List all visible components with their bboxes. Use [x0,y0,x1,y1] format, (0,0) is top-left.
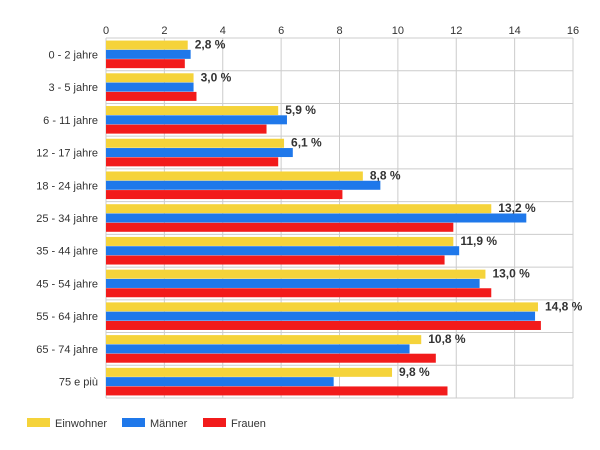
bar-einwohner [106,40,188,50]
bar-einwohner [106,335,422,345]
data-label: 6,1 % [291,136,322,150]
x-tick-label: 12 [450,25,462,37]
data-label: 10,8 % [428,332,466,346]
bar-frauen [106,288,492,298]
data-label: 5,9 % [285,103,316,117]
bar-einwohner [106,138,285,148]
category-label: 75 e più [59,377,98,389]
bar-einwohner [106,73,194,83]
bar-m-nner [106,311,536,321]
data-label: 13,0 % [492,267,530,281]
data-label: 2,8 % [195,38,226,52]
data-label: 14,8 % [545,299,583,313]
x-tick-label: 4 [220,25,226,37]
legend: Einwohner Männer Frauen [27,418,266,430]
bar-m-nner [106,115,287,125]
x-tick-label: 8 [336,25,342,37]
bar-frauen [106,59,185,69]
bar-einwohner [106,367,393,377]
bar-frauen [106,91,197,101]
x-tick-label: 10 [392,25,404,37]
category-label: 55 - 64 jahre [36,311,98,323]
bar-m-nner [106,278,480,288]
legend-swatch [122,418,145,427]
bar-einwohner [106,204,492,214]
bar-einwohner [106,302,538,312]
bar-m-nner [106,377,334,387]
bar-frauen [106,190,343,200]
bar-einwohner [106,106,279,116]
bar-m-nner [106,82,194,92]
bar-frauen [106,124,267,134]
x-tick-label: 6 [278,25,284,37]
category-label: 65 - 74 jahre [36,344,98,356]
data-label: 3,0 % [201,70,232,84]
category-label: 18 - 24 jahre [36,180,98,192]
category-label: 45 - 54 jahre [36,278,98,290]
bar-frauen [106,157,279,167]
data-label: 9,8 % [399,365,430,379]
bar-m-nner [106,246,460,256]
bar-m-nner [106,180,381,190]
legend-label: Einwohner [55,418,107,430]
bars [106,40,541,396]
x-tick-label: 16 [567,25,579,37]
bar-frauen [106,320,541,330]
bar-einwohner [106,269,486,279]
bar-frauen [106,353,436,363]
category-label: 3 - 5 jahre [48,82,98,94]
bar-m-nner [106,344,410,354]
legend-label: Frauen [231,418,266,430]
bar-m-nner [106,213,527,223]
category-label: 6 - 11 jahre [43,115,98,127]
category-label: 35 - 44 jahre [36,246,98,258]
category-labels: 0 - 2 jahre 3 - 5 jahre 6 - 11 jahre 12 - 1… [36,49,98,388]
bar-einwohner [106,236,454,246]
data-label: 11,9 % [460,234,497,248]
bar-frauen [106,222,454,232]
bar-m-nner [106,49,191,59]
data-label: 8,8 % [370,168,401,182]
category-label: 0 - 2 jahre [48,49,98,61]
legend-swatch [203,418,226,427]
x-tick-label: 0 [103,25,109,37]
x-tick-label: 2 [161,25,167,37]
data-label: 13,2 % [498,201,536,215]
legend-swatch [27,418,50,427]
bar-m-nner [106,148,293,158]
grid [105,37,574,399]
bar-frauen [106,386,448,396]
x-axis-ticks: 0 2 4 6 8 10 12 14 16 [103,25,579,37]
category-label: 25 - 34 jahre [36,213,98,225]
x-tick-label: 14 [509,25,521,37]
category-label: 12 - 17 jahre [36,148,98,160]
bar-frauen [106,255,445,265]
data-labels: 2,8 % 3,0 % 5,9 % 6,1 % 8,8 % 13,2 % 11,9 % 13,… [195,38,583,379]
legend-label: Männer [150,418,188,430]
bar-einwohner [106,171,363,181]
